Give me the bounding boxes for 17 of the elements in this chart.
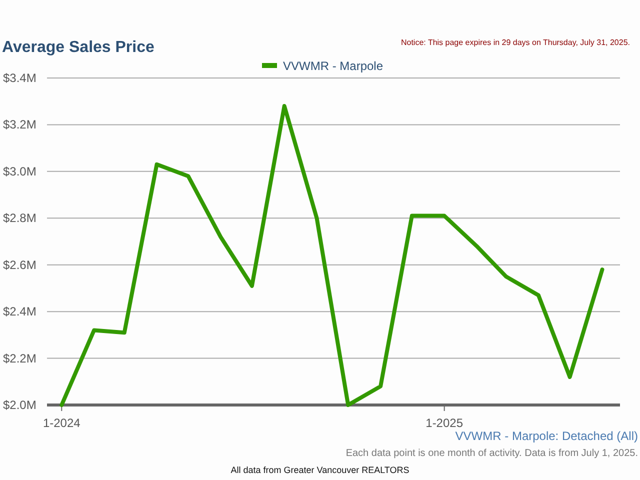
legend-label: VVWMR - Marpole (283, 59, 384, 73)
y-tick-label: $3.4M (3, 71, 36, 85)
y-tick-label: $2.0M (3, 398, 36, 412)
chart-title: Average Sales Price (2, 39, 154, 56)
y-tick-label: $3.2M (3, 118, 36, 132)
x-tick-label: 1-2025 (426, 416, 464, 430)
line-series (60, 104, 604, 407)
text: Each data point is one month of activity. Data is from July 1, 2025. (346, 448, 638, 459)
text: Notice: This page expires in 29 days on Thursday, July 31, 2025. (400, 38, 630, 47)
y-tick-label: $2.8M (3, 211, 36, 226)
y-tick-label: $2.6M (3, 258, 36, 272)
y-tick-label: $2.4M (3, 304, 36, 319)
text: All data from Greater Vancouver REALTORS (230, 465, 410, 475)
x-tick-label: 1-2024 (42, 416, 81, 430)
y-tick-label: $2.2M (3, 351, 36, 366)
y-tick-label: $3.0M (3, 164, 36, 178)
text: VVWMR - Marpole: Detached (All) (455, 429, 638, 443)
